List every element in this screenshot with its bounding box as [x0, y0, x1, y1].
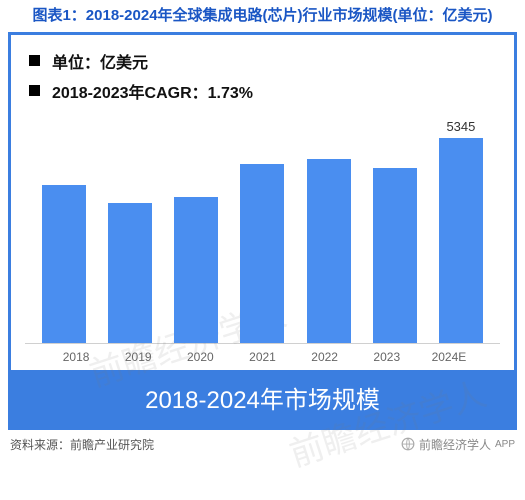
chart-title: 图表1：2018-2024年全球集成电路(芯片)行业市场规模(单位：亿美元): [32, 6, 492, 26]
bar-rect: [439, 138, 483, 343]
x-axis-label: 2024E: [418, 350, 480, 364]
bar-value-label: 5345: [446, 119, 475, 134]
bottom-band-text: 2018-2024年市场规模: [145, 387, 380, 414]
legend-marker-icon: [29, 55, 40, 66]
bar-slot: 5345: [428, 117, 494, 343]
bar-rect: [373, 168, 417, 342]
x-axis-label: 2022: [294, 350, 356, 364]
plot-area: 前瞻经济学人 前瞻经济学人 5345: [25, 117, 500, 343]
legend-unit-text: 单位：亿美元: [52, 49, 148, 73]
brand-logo: 前瞻经济学人 APP: [401, 436, 515, 453]
legend-unit: 单位：亿美元: [29, 49, 496, 73]
brand-text: 前瞻经济学人: [419, 436, 491, 453]
chart-container: 图表1：2018-2024年全球集成电路(芯片)行业市场规模(单位：亿美元) 单…: [0, 0, 525, 500]
chart-title-row: 图表1：2018-2024年全球集成电路(芯片)行业市场规模(单位：亿美元): [0, 0, 525, 28]
source-text: 资料来源：前瞻产业研究院: [10, 436, 154, 453]
legend-cagr-text: 2018-2023年CAGR：1.73%: [52, 79, 253, 103]
x-axis-label: 2019: [107, 350, 169, 364]
chart-frame: 单位：亿美元 2018-2023年CAGR：1.73% 前瞻经济学人 前瞻经济学…: [8, 32, 517, 430]
bar-rect: [42, 185, 86, 342]
bar-slot: [163, 117, 229, 343]
bar-rect: [108, 203, 152, 343]
x-axis-labels: 2018201920202021202220232024E: [25, 343, 500, 370]
globe-icon: [401, 437, 415, 451]
bar-slot: [97, 117, 163, 343]
brand-suffix: APP: [495, 439, 515, 450]
legend-cagr: 2018-2023年CAGR：1.73%: [29, 79, 496, 103]
x-axis-label: 2021: [231, 350, 293, 364]
x-axis-label: 2020: [169, 350, 231, 364]
legend-box: 单位：亿美元 2018-2023年CAGR：1.73%: [11, 35, 514, 117]
bar-slot: [229, 117, 295, 343]
bar-slot: [31, 117, 97, 343]
x-axis-label: 2018: [45, 350, 107, 364]
bar-rect: [307, 159, 351, 343]
bottom-band: 2018-2024年市场规模: [11, 370, 514, 427]
bar-rect: [240, 164, 284, 342]
bar-rect: [174, 197, 218, 343]
bar-slot: [362, 117, 428, 343]
x-axis-label: 2023: [356, 350, 418, 364]
footer: 资料来源：前瞻产业研究院 前瞻经济学人 APP: [0, 430, 525, 457]
bar-slot: [296, 117, 362, 343]
legend-marker-icon: [29, 85, 40, 96]
